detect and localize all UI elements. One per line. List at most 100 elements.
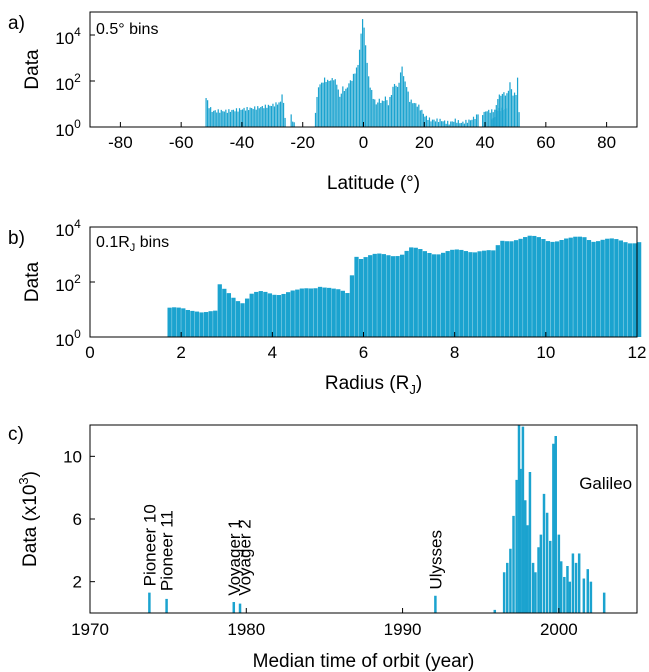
x-tick-label: 12 bbox=[628, 343, 647, 362]
bar-a-2-29 bbox=[358, 49, 361, 127]
bar-b-0-19 bbox=[254, 291, 259, 337]
bar-b-0-13 bbox=[226, 293, 232, 337]
bar-b-0-36 bbox=[331, 288, 336, 337]
bar-a-4-9 bbox=[504, 95, 507, 127]
bar-a-1-1 bbox=[292, 121, 294, 127]
bar-b-0-7 bbox=[199, 312, 204, 337]
bar-b-0-26 bbox=[286, 292, 291, 337]
bar-b-0-17 bbox=[244, 298, 250, 337]
bar-b-0-78 bbox=[523, 237, 528, 337]
bar-b-0-20 bbox=[258, 291, 263, 337]
bar-b-0-100 bbox=[623, 242, 628, 337]
bar-a-2-46 bbox=[384, 96, 386, 127]
bar-b-0-66 bbox=[468, 252, 473, 337]
bar-a-0-43 bbox=[270, 106, 273, 127]
bar-b-0-72 bbox=[495, 245, 500, 337]
bar-b-0-8 bbox=[203, 312, 209, 337]
bar-b-0-67 bbox=[472, 252, 478, 337]
x-axis-label-tail: ) bbox=[416, 373, 422, 394]
bar-b-0-22 bbox=[267, 293, 273, 337]
bar-a-0-40 bbox=[266, 107, 268, 127]
bin-size-value: 0.1R bbox=[96, 234, 130, 251]
bar-a-2-54 bbox=[396, 86, 399, 127]
bar-b-0-103 bbox=[637, 242, 642, 337]
bar-a-0-32 bbox=[254, 106, 256, 127]
bar-b-0-32 bbox=[313, 288, 318, 337]
bar-a-2-95 bbox=[459, 123, 461, 127]
bar-a-2-53 bbox=[395, 85, 397, 127]
x-tick-label: 10 bbox=[536, 343, 555, 362]
bar-b-0-70 bbox=[486, 250, 491, 337]
bar-a-2-24 bbox=[351, 80, 353, 127]
bar-b-0-33 bbox=[317, 286, 323, 337]
bar-a-4-16 bbox=[515, 94, 517, 127]
x-axis-label: Radius (RJ) bbox=[325, 373, 422, 397]
x-tick-label: 80 bbox=[597, 133, 616, 152]
bar-b-0-85 bbox=[554, 241, 560, 337]
bar-b-0-35 bbox=[327, 287, 332, 337]
bar-a-4-8 bbox=[503, 92, 505, 127]
bar-b-0-94 bbox=[595, 241, 601, 337]
bar-b-0-69 bbox=[482, 250, 487, 337]
bar-a-4-12 bbox=[509, 82, 511, 127]
bar-a-2-72 bbox=[424, 116, 426, 127]
bar-b-0-23 bbox=[272, 294, 277, 337]
bar-b-0-97 bbox=[609, 238, 614, 337]
bar-a-2-84 bbox=[442, 121, 444, 127]
bar-a-2-8 bbox=[327, 79, 329, 127]
x-tick-label: 0 bbox=[85, 343, 94, 362]
y-axis-label: Data bbox=[22, 262, 43, 303]
bar-a-2-25 bbox=[352, 73, 355, 127]
bar-b-0-5 bbox=[190, 310, 195, 337]
bar-b-0-92 bbox=[586, 240, 592, 337]
bar-b-0-87 bbox=[564, 238, 569, 337]
bar-a-3-5 bbox=[489, 112, 491, 127]
bar-b-0-30 bbox=[304, 288, 309, 337]
x-tick-label: 2000 bbox=[540, 620, 578, 639]
bar-b-0-45 bbox=[372, 253, 377, 337]
bar-a-2-97 bbox=[462, 121, 464, 127]
bar-a-0-45 bbox=[273, 106, 276, 127]
y-axis-label: Data (x103) bbox=[16, 471, 41, 567]
bar-a-2-80 bbox=[436, 118, 438, 127]
bar-b-0-6 bbox=[194, 311, 200, 337]
bar-b-0-74 bbox=[504, 241, 510, 337]
bar-a-2-105 bbox=[474, 118, 476, 127]
bar-a-0-48 bbox=[278, 102, 280, 127]
bar-a-4-7 bbox=[501, 93, 503, 127]
bar-a-2-68 bbox=[418, 104, 420, 127]
bar-a-2-63 bbox=[410, 99, 412, 127]
bar-a-2-20 bbox=[345, 88, 347, 127]
bar-a-2-92 bbox=[454, 118, 456, 127]
bar-a-0-33 bbox=[255, 109, 257, 127]
bar-a-2-37 bbox=[371, 89, 373, 127]
bar-b-0-40 bbox=[349, 275, 355, 337]
y-tick-label: 100 bbox=[55, 327, 81, 350]
bar-a-2-40 bbox=[375, 104, 377, 127]
bar-b-0-96 bbox=[605, 238, 610, 337]
y-tick-exponent: 0 bbox=[74, 327, 81, 341]
y-tick-base: 10 bbox=[55, 29, 74, 48]
bar-b-0-81 bbox=[536, 237, 541, 337]
bar-b-0-71 bbox=[491, 250, 496, 337]
bar-b-0-101 bbox=[627, 243, 633, 337]
bar-b-0-3 bbox=[181, 308, 186, 337]
bar-a-4-5 bbox=[498, 94, 500, 127]
bar-a-4-4 bbox=[497, 99, 499, 127]
bar-b-0-0 bbox=[167, 307, 172, 337]
y-axis-label-tail: ) bbox=[20, 471, 41, 477]
bar-a-2-81 bbox=[437, 122, 440, 127]
bar-a-2-96 bbox=[460, 122, 462, 127]
bar-b-0-77 bbox=[518, 238, 523, 337]
bar-a-2-106 bbox=[475, 114, 478, 127]
x-tick-label: 60 bbox=[536, 133, 555, 152]
bar-a-2-22 bbox=[348, 83, 350, 127]
bar-b-0-28 bbox=[295, 289, 300, 337]
bar-a-2-59 bbox=[404, 81, 406, 127]
x-tick-label: -40 bbox=[230, 133, 255, 152]
bar-a-2-18 bbox=[342, 86, 344, 127]
bar-a-2-4 bbox=[320, 82, 323, 127]
bar-a-2-35 bbox=[368, 76, 370, 127]
bar-b-0-95 bbox=[600, 239, 605, 337]
bar-a-2-107 bbox=[477, 114, 479, 127]
